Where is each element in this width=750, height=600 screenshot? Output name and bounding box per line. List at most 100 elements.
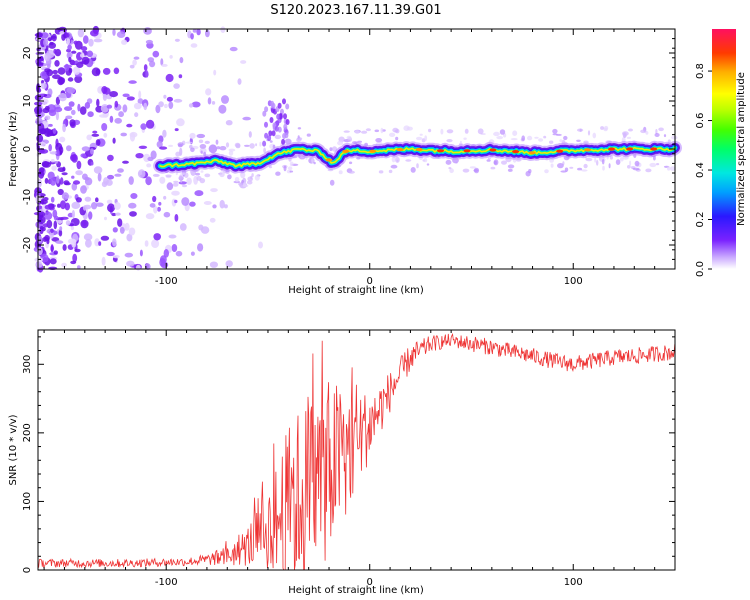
noise-blob <box>200 170 204 173</box>
noise-blob <box>176 118 185 127</box>
noise-blob <box>95 197 99 203</box>
noise-blob <box>50 159 55 163</box>
noise-blob <box>459 140 462 144</box>
noise-blob <box>57 67 66 75</box>
noise-blob <box>424 135 428 142</box>
noise-blob <box>490 166 496 170</box>
noise-blob <box>311 157 314 164</box>
snr-plot-area <box>38 330 675 570</box>
noise-blob <box>137 98 144 105</box>
colorbar-tick-label: 0.6 <box>695 113 706 129</box>
noise-blob <box>48 42 56 49</box>
noise-blob <box>98 241 102 246</box>
noise-blob <box>543 135 547 139</box>
noise-blob <box>440 128 444 135</box>
noise-blob <box>60 200 66 210</box>
noise-blob <box>143 64 148 72</box>
noise-blob <box>128 80 137 84</box>
noise-blob <box>416 163 419 169</box>
noise-blob <box>375 138 383 143</box>
noise-blob <box>43 38 49 47</box>
noise-blob <box>507 168 513 172</box>
noise-blob <box>656 163 660 166</box>
noise-blob <box>238 182 243 186</box>
noise-blob <box>91 133 100 137</box>
noise-blob <box>645 131 649 135</box>
noise-blob <box>208 144 218 154</box>
noise-blob <box>159 146 168 150</box>
signal-hotspot <box>512 150 520 154</box>
noise-blob <box>40 111 45 117</box>
noise-blob <box>285 119 290 125</box>
noise-blob <box>130 193 138 199</box>
noise-blob <box>73 66 81 75</box>
noise-blob <box>118 111 124 118</box>
signal-hotspot <box>626 147 634 151</box>
noise-blob <box>626 136 632 139</box>
noise-blob <box>158 101 164 108</box>
noise-blob <box>143 102 148 111</box>
noise-blob <box>446 139 453 143</box>
noise-blob <box>55 111 60 121</box>
noise-blob <box>521 135 525 141</box>
noise-blob <box>283 165 287 172</box>
noise-blob <box>49 151 58 155</box>
noise-blob <box>463 137 467 140</box>
noise-blob <box>116 31 126 38</box>
noise-blob <box>416 136 423 141</box>
noise-blob <box>242 116 251 121</box>
noise-blob <box>671 135 678 140</box>
noise-blob <box>634 160 640 167</box>
noise-blob <box>155 104 161 114</box>
noise-blob <box>134 112 139 118</box>
noise-blob <box>49 258 57 265</box>
noise-blob <box>405 159 412 162</box>
noise-blob <box>126 233 133 242</box>
noise-blob <box>143 27 152 35</box>
noise-blob <box>70 260 77 265</box>
noise-blob <box>640 129 647 134</box>
noise-blob <box>389 132 396 137</box>
noise-blob <box>670 166 676 171</box>
noise-blob <box>48 144 52 152</box>
noise-blob <box>493 131 500 137</box>
noise-blob <box>178 181 187 185</box>
noise-blob <box>152 173 160 177</box>
noise-blob <box>189 132 196 139</box>
noise-blob <box>391 156 396 163</box>
noise-blob <box>603 127 608 132</box>
noise-blob <box>117 218 123 227</box>
noise-blob <box>40 32 49 39</box>
noise-blob <box>271 130 276 137</box>
noise-blob <box>101 123 108 131</box>
noise-blob <box>552 128 558 134</box>
y-tick-label: 0 <box>22 567 33 573</box>
signal-hotspot <box>650 147 658 151</box>
noise-blob <box>602 165 605 171</box>
noise-blob <box>114 100 119 108</box>
noise-blob <box>85 238 92 248</box>
noise-blob <box>277 102 282 109</box>
y-tick-label: 10 <box>22 95 33 108</box>
noise-blob <box>72 180 81 185</box>
y-tick-label: 200 <box>22 423 33 442</box>
noise-blob <box>244 144 250 147</box>
noise-blob <box>264 106 269 113</box>
noise-blob <box>103 132 108 138</box>
noise-blob <box>44 234 50 242</box>
noise-blob <box>234 176 240 183</box>
noise-blob <box>107 203 115 213</box>
noise-blob <box>146 163 152 168</box>
noise-blob <box>126 260 135 267</box>
noise-blob <box>81 46 88 52</box>
noise-blob <box>86 134 92 141</box>
y-tick-label: 0 <box>22 146 33 152</box>
noise-blob <box>284 138 292 145</box>
spectrogram-signal-track <box>153 140 682 174</box>
signal-hotspot <box>556 149 564 153</box>
y-tick-label: -20 <box>22 237 33 253</box>
noise-blob <box>159 176 166 184</box>
noise-blob <box>329 179 335 186</box>
noise-blob <box>274 125 279 132</box>
noise-blob <box>51 237 60 242</box>
